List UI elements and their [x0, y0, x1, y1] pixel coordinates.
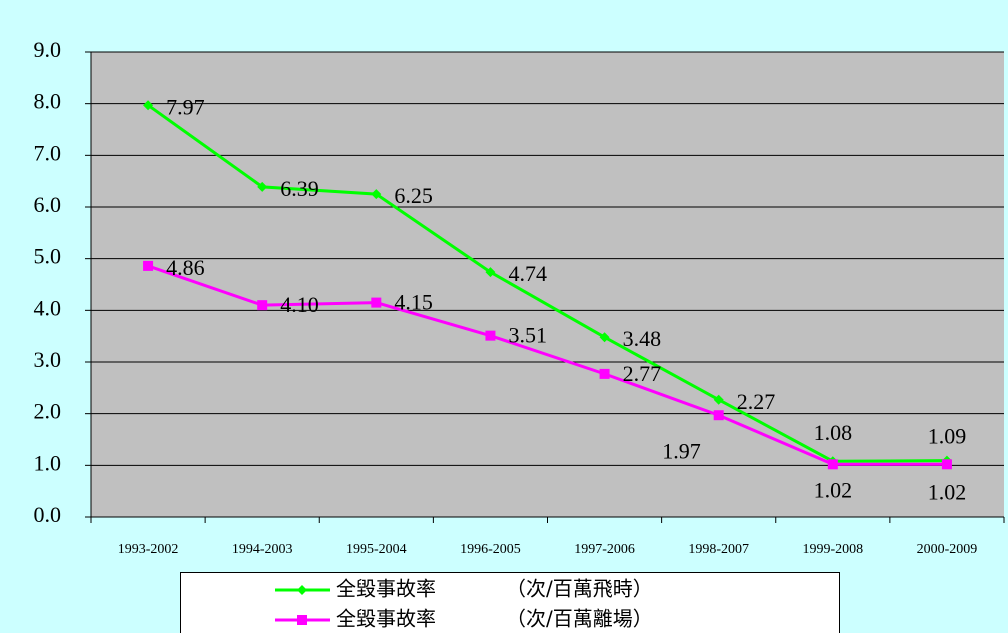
point	[257, 300, 268, 311]
value-label: 4.86	[166, 255, 205, 280]
point	[713, 394, 724, 405]
x-tick-label: 1996-2005	[460, 542, 521, 557]
x-tick-label: 2000-2009	[917, 542, 978, 557]
point	[371, 189, 382, 200]
series-line	[147, 103, 947, 463]
y-tick-label: 7.0	[34, 140, 62, 165]
legend	[180, 572, 840, 633]
value-label: 1.97	[662, 438, 701, 463]
y-tick-label: 1.0	[34, 450, 62, 475]
point	[599, 368, 610, 379]
point	[941, 459, 952, 470]
y-tick-label: 5.0	[34, 244, 62, 269]
legend-marker	[297, 585, 307, 595]
value-label: 2.77	[623, 361, 662, 386]
point	[599, 332, 610, 343]
value-label: 7.97	[166, 94, 205, 119]
x-tick-label: 1995-2004	[346, 542, 407, 557]
legend-label: 全毀事故率 （次/百萬飛時）	[336, 577, 653, 601]
x-tick-label: 1997-2006	[574, 542, 635, 557]
point	[143, 260, 154, 271]
y-tick-label: 8.0	[34, 89, 62, 114]
value-label: 4.10	[280, 292, 319, 317]
y-tick-label: 3.0	[34, 347, 62, 372]
y-tick-label: 2.0	[34, 399, 62, 424]
value-label: 3.48	[623, 326, 662, 351]
value-label: 6.25	[394, 183, 433, 208]
value-label: 2.27	[737, 389, 776, 414]
series-line	[147, 264, 947, 466]
point	[371, 297, 382, 308]
x-tick-label: 1998-2007	[688, 542, 749, 557]
point	[257, 181, 268, 192]
value-label: 1.02	[814, 477, 853, 502]
point	[827, 459, 838, 470]
value-label: 4.74	[508, 261, 547, 286]
y-tick-label: 6.0	[34, 192, 62, 217]
x-tick-label: 1993-2002	[118, 542, 179, 557]
point	[485, 267, 496, 278]
y-tick-label: 9.0	[34, 37, 62, 62]
y-tick-label: 0.0	[34, 502, 62, 527]
value-label: 1.02	[928, 479, 967, 504]
legend-label: 全毀事故率 （次/百萬離場）	[336, 607, 653, 631]
x-tick-label: 1994-2003	[232, 542, 293, 557]
point	[143, 100, 154, 111]
y-tick-label: 4.0	[34, 295, 62, 320]
value-label: 6.39	[280, 176, 319, 201]
point	[713, 410, 724, 421]
value-label: 3.51	[508, 323, 547, 348]
value-label: 4.15	[394, 290, 433, 315]
legend-marker	[297, 615, 307, 625]
x-tick-label: 1999-2008	[802, 542, 863, 557]
point	[485, 330, 496, 341]
value-label: 1.08	[814, 420, 853, 445]
value-label: 1.09	[928, 424, 967, 449]
plot-area	[91, 52, 1004, 517]
